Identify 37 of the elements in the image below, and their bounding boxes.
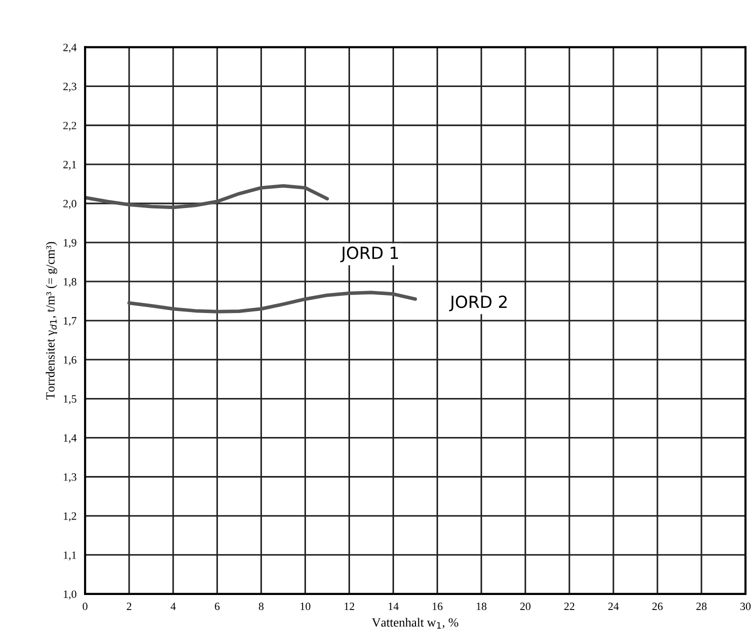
x-tick-label: 20 [520,602,530,610]
y-tick-label: 1,2 [64,512,76,522]
x-tick-label: 22 [564,602,574,610]
x-tick-label: 2 [126,602,132,610]
line-series [127,290,418,314]
x-tick-label: 10 [300,602,310,610]
y-tick-label: 1,4 [64,434,77,444]
text: JORD 1 [340,246,398,262]
x-tick-label: 0 [82,602,88,610]
y-tick-label: 2,4 [63,44,77,53]
y-tick-label: 1,6 [64,356,76,366]
x-tick-label: 28 [696,602,707,610]
text: JORD 2 [449,296,507,312]
y-tick-label: 1,8 [64,278,76,288]
x-tick-label: 24 [608,602,619,610]
x-tick-label: 8 [258,602,264,610]
y-tick-label: 1,3 [64,473,76,482]
y-tick-label: 1,1 [64,551,76,560]
x-tick-label: 16 [432,602,443,610]
x-tick-label: 14 [388,602,399,610]
x-tick-label: 18 [476,602,486,610]
y-tick-label: 2,1 [63,160,76,170]
y-tick-label: 2,3 [63,82,76,92]
x-axis-title: Vattenhalt w$_{1}$, % [372,618,458,629]
x-tick-label: 26 [652,602,663,610]
x-tick-label: 4 [170,602,176,610]
y-tick-label: 1,0 [64,590,76,600]
x-tick-label: 30 [740,602,751,610]
y-tick-label: 1,9 [64,238,76,248]
y-axis-title: Torrdensitet γ$_{d1}$, t/m³ (= g/cm³) [46,242,58,400]
x-tick-label: 12 [344,602,354,610]
y-tick-label: 1,7 [64,317,76,326]
y-tick-label: 1,5 [64,395,76,404]
x-tick-label: 6 [214,602,220,610]
line-series [85,184,329,210]
y-tick-label: 2,0 [63,200,76,209]
y-tick-label: 2,2 [63,122,76,131]
